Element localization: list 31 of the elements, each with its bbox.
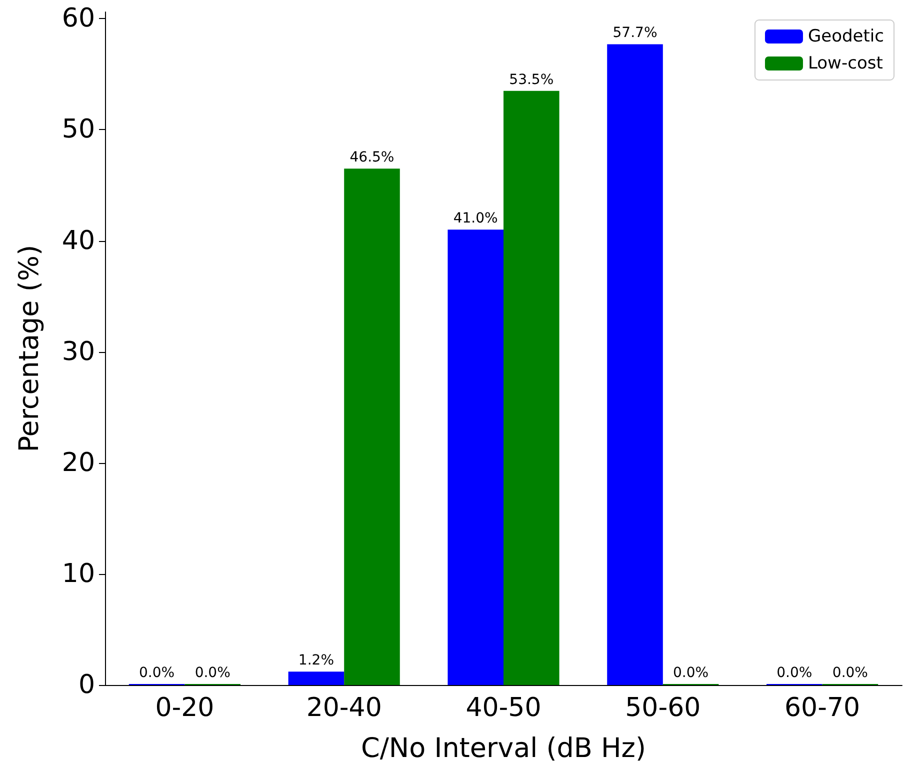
data-label: 0.0% — [673, 665, 709, 681]
x-tick-label: 40-50 — [466, 693, 542, 723]
bar — [344, 168, 400, 685]
x-tick-label: 60-70 — [784, 693, 860, 723]
y-tick-label: 40 — [62, 226, 95, 256]
y-tick-label: 0 — [78, 670, 95, 700]
x-tick-label: 0-20 — [155, 693, 214, 723]
y-tick-label: 20 — [62, 448, 95, 478]
data-label: 57.7% — [612, 25, 658, 42]
bar — [607, 44, 663, 685]
x-tick-label: 50-60 — [625, 693, 701, 723]
bar — [448, 230, 504, 685]
data-label: 53.5% — [509, 72, 554, 88]
y-tick-label: 10 — [62, 558, 95, 589]
data-label: 0.0% — [194, 665, 230, 681]
y-axis-title: Percentage (%) — [14, 244, 45, 452]
y-tick-label: 30 — [62, 336, 95, 367]
data-label: 0.0% — [832, 665, 868, 681]
data-label: 0.0% — [776, 665, 812, 681]
legend-label: Geodetic — [808, 26, 884, 46]
bar — [288, 672, 344, 685]
y-tick-label: 60 — [62, 4, 95, 34]
legend-label: Low-cost — [808, 54, 884, 74]
x-tick-label: 20-40 — [306, 693, 382, 723]
y-tick-label: 50 — [62, 114, 95, 145]
x-axis-title: C/No Interval (dB Hz) — [360, 733, 646, 764]
data-label: 41.0% — [453, 210, 498, 227]
data-label: 1.2% — [298, 652, 334, 669]
data-label: 0.0% — [139, 665, 175, 681]
bar — [504, 90, 560, 685]
data-label: 46.5% — [350, 150, 394, 166]
